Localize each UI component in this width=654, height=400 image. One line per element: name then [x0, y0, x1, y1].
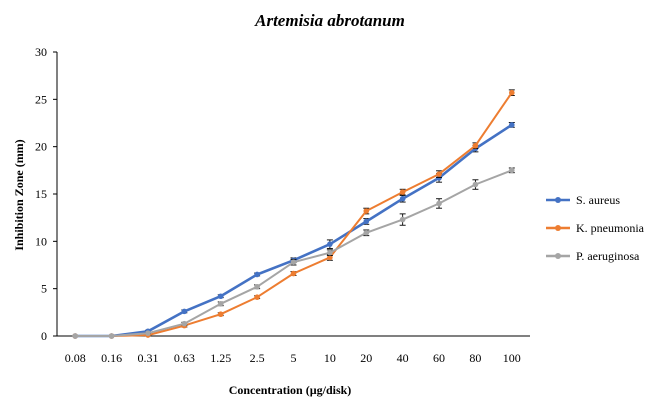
data-point: [509, 89, 515, 96]
data-point: [217, 293, 224, 300]
data-point: [399, 189, 406, 195]
data-point: [363, 230, 370, 236]
series-line: [75, 123, 513, 338]
data-point: [363, 218, 370, 225]
legend-item: K. pneumonia: [546, 221, 645, 235]
y-tick-label: 25: [35, 92, 47, 106]
x-tick-label: 20: [360, 351, 372, 365]
data-point: [217, 301, 224, 307]
x-tick-label: 0.16: [101, 351, 122, 365]
data-point: [290, 259, 297, 265]
data-point: [254, 271, 260, 278]
data-point: [108, 333, 115, 339]
y-tick-label: 5: [41, 282, 47, 296]
legend-item: S. aureus: [546, 193, 620, 207]
series-line: [75, 169, 513, 337]
series-2: [72, 167, 515, 339]
data-point: [399, 216, 406, 223]
data-point: [436, 171, 442, 177]
data-point: [509, 167, 515, 174]
x-tick-label: 0.63: [174, 351, 195, 365]
y-tick-label: 20: [35, 140, 47, 154]
data-point: [472, 142, 479, 149]
legend-item: P. aeruginosa: [546, 249, 640, 263]
x-tick-label: 1.25: [210, 351, 231, 365]
legend-swatch-marker: [555, 197, 561, 203]
x-axis-title: Concentration (µg/disk): [229, 383, 352, 397]
legend-label: K. pneumonia: [576, 221, 645, 235]
data-point: [254, 283, 260, 290]
series-0: [72, 122, 515, 339]
y-tick-label: 15: [35, 187, 47, 201]
data-point: [290, 270, 297, 277]
x-tick-label: 10: [324, 351, 336, 365]
x-tick-label: 2.5: [250, 351, 265, 365]
data-point: [472, 181, 479, 188]
series-1: [72, 89, 515, 339]
legend-label: S. aureus: [576, 193, 620, 207]
data-point: [327, 254, 333, 261]
y-tick-label: 10: [35, 234, 47, 248]
data-point: [181, 320, 188, 327]
y-tick-label: 0: [41, 329, 47, 343]
x-tick-label: 60: [433, 351, 445, 365]
x-tick-label: 40: [397, 351, 409, 365]
data-point: [72, 333, 78, 339]
x-tick-label: 0.08: [65, 351, 86, 365]
x-tick-label: 80: [469, 351, 481, 365]
data-point: [509, 122, 515, 128]
data-point: [254, 294, 260, 300]
x-tick-label: 5: [291, 351, 297, 365]
y-tick-label: 30: [35, 45, 47, 59]
data-point: [217, 311, 224, 318]
data-point: [145, 330, 151, 336]
chart-title: Artemisia abrotanum: [254, 11, 405, 30]
x-tick-label: 100: [503, 351, 521, 365]
plot-area: 0 5 10 15 20 25 30 0.08 0.16 0.31 0.63 1.25 2.5 5 10 20…: [35, 45, 530, 365]
y-axis-title: Inhibition Zone (mm): [12, 139, 26, 250]
data-point: [181, 308, 188, 315]
legend-swatch-marker: [555, 225, 561, 231]
legend-label: P. aeruginosa: [576, 249, 640, 263]
legend-swatch-marker: [555, 253, 561, 259]
x-tick-label: 0.31: [137, 351, 158, 365]
data-point: [399, 195, 406, 202]
legend: S. aureus K. pneumonia P. aeruginosa: [546, 193, 645, 263]
data-point: [327, 249, 333, 256]
data-point: [327, 241, 333, 247]
data-point: [436, 200, 442, 207]
data-point: [363, 208, 370, 214]
series-line: [75, 92, 513, 337]
